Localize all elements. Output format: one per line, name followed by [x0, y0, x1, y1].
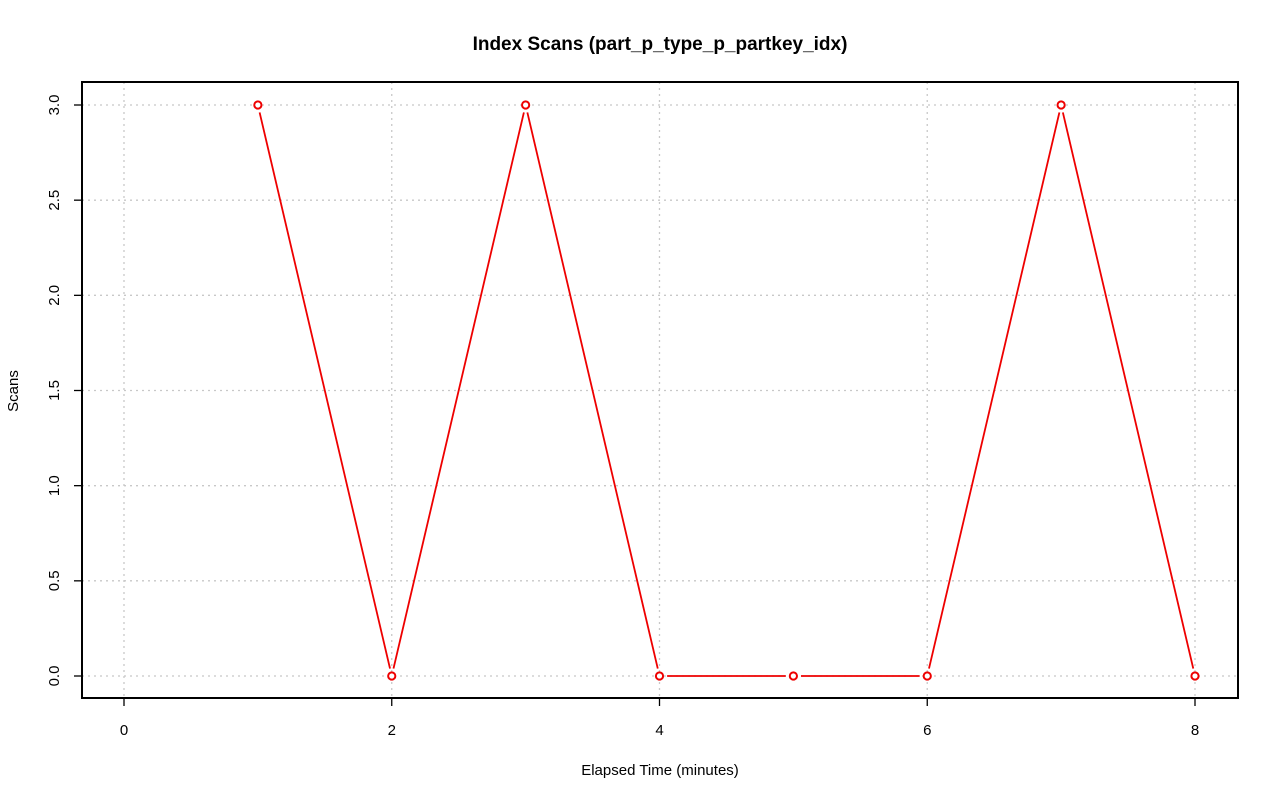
y-tick-label-4: 2.0 [46, 285, 63, 306]
series-0-point-0 [253, 100, 263, 110]
y-tick-label-2: 1.0 [46, 475, 63, 496]
series-0-point-7 [1190, 671, 1200, 681]
series-0-point-3 [654, 671, 665, 681]
y-axis-label: Scans [5, 370, 22, 412]
series-0-point-4 [788, 671, 798, 681]
series-0-segment-6 [1061, 112, 1195, 669]
series-0-segment-2 [526, 112, 659, 669]
axes: 0 2 4 6 8 0.0 0.5 1.0 1.5 2.0 2.5 3.0 [46, 95, 1199, 739]
series-0-segment-5 [928, 112, 1061, 669]
series [253, 100, 1200, 681]
x-axis-label: Elapsed Time (minutes) [581, 762, 739, 779]
series-0-point-1 [387, 671, 397, 681]
y-tick-label-0: 0.0 [46, 666, 63, 687]
x-tick-label-1: 2 [388, 722, 396, 739]
y-tick-label-3: 1.5 [46, 380, 63, 401]
y-tick-label-1: 0.5 [46, 570, 63, 591]
y-tick-label-6: 3.0 [46, 95, 63, 116]
series-0-point-6 [1056, 100, 1066, 110]
x-tick-label-3: 6 [923, 722, 931, 739]
x-tick-label-0: 0 [120, 722, 128, 739]
series-0-point-2 [521, 100, 531, 110]
grid [82, 82, 1238, 698]
series-0-point-5 [922, 671, 932, 681]
chart-title: Index Scans (part_p_type_p_partkey_idx) [473, 34, 848, 55]
series-0-segment-0 [258, 112, 391, 669]
x-tick-label-4: 8 [1191, 722, 1199, 739]
plot-frame [81, 81, 1239, 699]
y-tick-label-5: 2.5 [46, 190, 63, 211]
series-0-segment-1 [392, 112, 525, 669]
x-tick-label-2: 4 [655, 722, 663, 739]
